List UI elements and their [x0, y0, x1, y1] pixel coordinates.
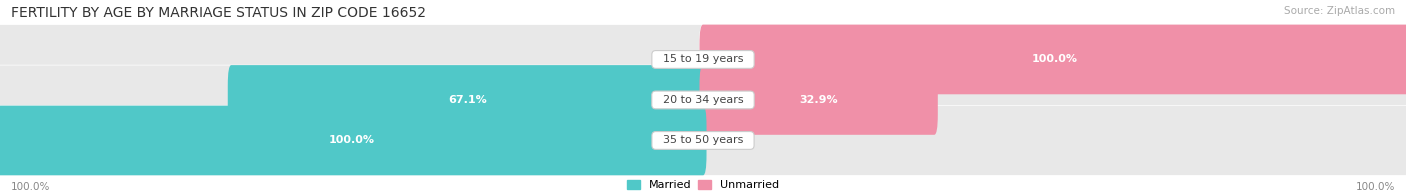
Text: FERTILITY BY AGE BY MARRIAGE STATUS IN ZIP CODE 16652: FERTILITY BY AGE BY MARRIAGE STATUS IN Z…: [11, 6, 426, 20]
FancyBboxPatch shape: [0, 106, 707, 175]
Text: 0.0%: 0.0%: [661, 54, 689, 64]
FancyBboxPatch shape: [228, 65, 707, 135]
FancyBboxPatch shape: [0, 25, 707, 94]
Text: 32.9%: 32.9%: [800, 95, 838, 105]
FancyBboxPatch shape: [700, 25, 1406, 94]
FancyBboxPatch shape: [700, 65, 1406, 135]
Legend: Married, Unmarried: Married, Unmarried: [627, 180, 779, 191]
FancyBboxPatch shape: [700, 25, 1406, 94]
FancyBboxPatch shape: [0, 106, 707, 175]
FancyBboxPatch shape: [700, 106, 1406, 175]
Text: 20 to 34 years: 20 to 34 years: [655, 95, 751, 105]
Text: 100.0%: 100.0%: [329, 135, 374, 145]
Text: Source: ZipAtlas.com: Source: ZipAtlas.com: [1284, 6, 1395, 16]
Text: 100.0%: 100.0%: [11, 182, 51, 192]
Text: 15 to 19 years: 15 to 19 years: [655, 54, 751, 64]
Text: 0.0%: 0.0%: [717, 135, 745, 145]
Text: 35 to 50 years: 35 to 50 years: [655, 135, 751, 145]
Text: 100.0%: 100.0%: [1355, 182, 1395, 192]
Text: 100.0%: 100.0%: [1032, 54, 1077, 64]
FancyBboxPatch shape: [700, 65, 938, 135]
FancyBboxPatch shape: [0, 65, 707, 135]
Text: 67.1%: 67.1%: [447, 95, 486, 105]
